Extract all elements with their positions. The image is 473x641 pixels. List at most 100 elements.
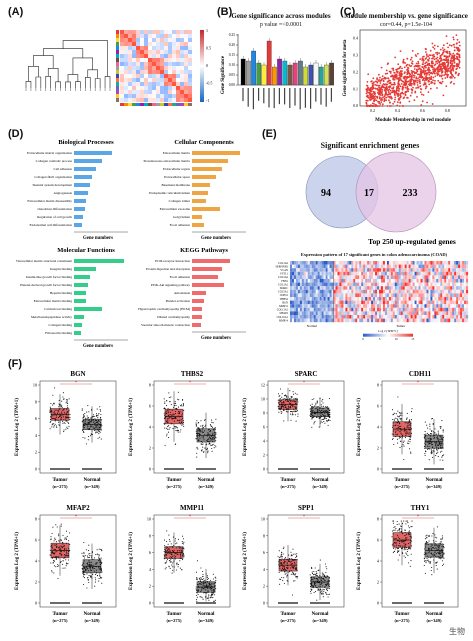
svg-text:Platelet activation: Platelet activation xyxy=(166,299,191,303)
svg-text:0.25: 0.25 xyxy=(229,33,235,37)
boxplot-thbs2: THBS2 Expression Log 2 (TPM+1) 0 2 4 6 8 * Tumor… xyxy=(129,370,231,489)
svg-text:THBS2: THBS2 xyxy=(181,370,204,378)
svg-text:Normal: Normal xyxy=(84,611,102,617)
svg-text:Extracellular matrix binding: Extracellular matrix binding xyxy=(34,299,73,303)
svg-text:0.0: 0.0 xyxy=(353,103,358,108)
svg-text:0.1: 0.1 xyxy=(353,86,358,91)
svg-text:4: 4 xyxy=(377,425,380,430)
panel-a-figure: 1 0.5 0 -0.5 -1 xyxy=(25,28,212,106)
svg-text:*: * xyxy=(417,381,420,386)
svg-text:Collagen fibril organization: Collagen fibril organization xyxy=(34,175,72,179)
svg-text:0.2: 0.2 xyxy=(370,108,375,113)
svg-text:COL1A1: COL1A1 xyxy=(278,283,289,286)
panel-label-d: (D) xyxy=(8,128,24,140)
svg-text:Extracellular exosome: Extracellular exosome xyxy=(160,207,191,211)
svg-text:FSTL1: FSTL1 xyxy=(280,273,288,276)
svg-text:Extracellular matrix: Extracellular matrix xyxy=(163,151,191,155)
svg-text:2: 2 xyxy=(263,453,265,458)
svg-text:COL5A1: COL5A1 xyxy=(278,291,289,294)
svg-text:Extracellular region: Extracellular region xyxy=(163,167,190,171)
svg-text:2: 2 xyxy=(377,446,379,451)
svg-text:Normal: Normal xyxy=(84,477,102,483)
boxplot-cdh11: CDH11 Expression Log 2 (TPM+1) 0 2 4 6 8 * Tumor… xyxy=(357,370,459,489)
svg-text:KEGG Pathways: KEGG Pathways xyxy=(180,247,228,254)
panel-b-chart: Gene Significance 0.00 0.05 0.10 0.15 0.20 0.… xyxy=(221,33,334,110)
svg-text:SPARC: SPARC xyxy=(295,370,318,378)
venn-title: Significant enrichment genes xyxy=(320,141,420,150)
svg-text:0.5: 0.5 xyxy=(206,46,211,51)
svg-text:MMP11: MMP11 xyxy=(180,504,205,512)
svg-text:(n=275): (n=275) xyxy=(52,618,68,623)
svg-text:6: 6 xyxy=(35,538,37,543)
svg-text:0: 0 xyxy=(377,467,379,472)
svg-text:4: 4 xyxy=(149,425,152,430)
svg-text:SPARC: SPARC xyxy=(280,287,288,290)
svg-text:-1: -1 xyxy=(206,98,209,103)
heatmap-title: Expression pattern of 17 significant gen… xyxy=(300,252,448,257)
svg-text:Gene numbers: Gene numbers xyxy=(83,236,113,241)
svg-text:0.4: 0.4 xyxy=(395,108,400,113)
panel-d-figure: Biological Processes Extracellular matrix… xyxy=(16,139,246,349)
svg-text:0.8: 0.8 xyxy=(445,108,450,113)
svg-text:Log 2 (TPM+1): Log 2 (TPM+1) xyxy=(378,329,397,333)
svg-text:(n=275): (n=275) xyxy=(166,484,182,489)
svg-text:0.10: 0.10 xyxy=(229,63,235,67)
svg-text:Expression Log 2 (TPM+1): Expression Log 2 (TPM+1) xyxy=(15,532,20,590)
panel-c-title: Module membership vs. gene significance xyxy=(344,12,468,20)
svg-text:15: 15 xyxy=(411,337,415,341)
svg-text:6: 6 xyxy=(149,404,151,409)
svg-text:Gene numbers: Gene numbers xyxy=(201,336,231,341)
scatter-points xyxy=(365,34,461,107)
go-molecular-functions: Molecular Functions Extracellular matrix … xyxy=(16,247,128,349)
svg-text:Amoebiasis: Amoebiasis xyxy=(174,291,191,295)
panel-c-xlabel: Module Membership in red module xyxy=(375,118,452,123)
svg-text:0.3: 0.3 xyxy=(353,53,358,58)
svg-text:5: 5 xyxy=(379,337,381,341)
svg-text:4: 4 xyxy=(35,559,38,564)
svg-text:MFAP2: MFAP2 xyxy=(280,312,289,315)
svg-text:MFAP2: MFAP2 xyxy=(66,504,90,512)
svg-text:Fibronectin binding: Fibronectin binding xyxy=(45,331,72,335)
svg-text:MMP14: MMP14 xyxy=(279,319,289,322)
svg-text:10: 10 xyxy=(395,337,399,341)
svg-text:0.05: 0.05 xyxy=(229,73,235,77)
svg-text:10: 10 xyxy=(33,383,37,388)
svg-text:8: 8 xyxy=(377,383,379,388)
svg-text:2: 2 xyxy=(35,450,37,455)
svg-text:Dilated cardiomyopathy: Dilated cardiomyopathy xyxy=(157,315,190,319)
kegg-pathways: KEGG Pathways ECM-receptor interaction Pro… xyxy=(138,247,246,341)
svg-text:0.6: 0.6 xyxy=(420,108,425,113)
svg-text:(n=275): (n=275) xyxy=(52,484,68,489)
svg-text:Normal: Normal xyxy=(307,324,317,328)
panel-b-ylabel: Gene Significance xyxy=(221,55,226,94)
svg-text:6: 6 xyxy=(377,404,379,409)
svg-text:Normal: Normal xyxy=(426,477,444,483)
svg-text:10: 10 xyxy=(261,397,265,402)
svg-text:8: 8 xyxy=(35,517,37,522)
boxplot-bgn: BGN Expression Log 2 (TPM+1) 0 2 4 6 8 10 * Tumor… xyxy=(15,370,117,489)
svg-text:Expression Log 2 (TPM+1): Expression Log 2 (TPM+1) xyxy=(243,398,248,456)
watermark-text: 生物 xyxy=(449,627,465,636)
svg-text:8: 8 xyxy=(35,399,37,404)
svg-text:Platelet-derived growth factor: Platelet-derived growth factor binding xyxy=(20,283,72,287)
svg-text:Expression Log 2 (TPM+1): Expression Log 2 (TPM+1) xyxy=(357,398,362,456)
boxplot-sparc: SPARC Expression Log 2 (TPM+1) 0 2 4 6 8 10 12 * T… xyxy=(243,370,345,489)
svg-text:Tumor: Tumor xyxy=(280,477,296,483)
corr-scale-bar xyxy=(200,30,204,102)
svg-text:Metalloendopeptidase activity: Metalloendopeptidase activity xyxy=(31,315,72,319)
svg-text:Tumor: Tumor xyxy=(396,324,406,328)
panel-c-ylabel: Gene significance for meta xyxy=(343,39,348,96)
svg-text:0.2: 0.2 xyxy=(353,69,358,74)
svg-text:Collagen trimer: Collagen trimer xyxy=(169,199,191,203)
svg-text:CDH11: CDH11 xyxy=(409,370,432,378)
gene-significance-bars xyxy=(240,38,334,86)
venn-right-count: 233 xyxy=(403,188,418,199)
svg-text:12: 12 xyxy=(261,383,265,388)
svg-text:0: 0 xyxy=(362,337,364,341)
svg-text:Osteoblast differentiation: Osteoblast differentiation xyxy=(38,207,73,211)
svg-text:Normal: Normal xyxy=(312,477,330,483)
svg-text:Gene numbers: Gene numbers xyxy=(83,344,113,349)
panel-label-f: (F) xyxy=(8,358,23,370)
svg-text:Cellular Components: Cellular Components xyxy=(174,139,234,146)
